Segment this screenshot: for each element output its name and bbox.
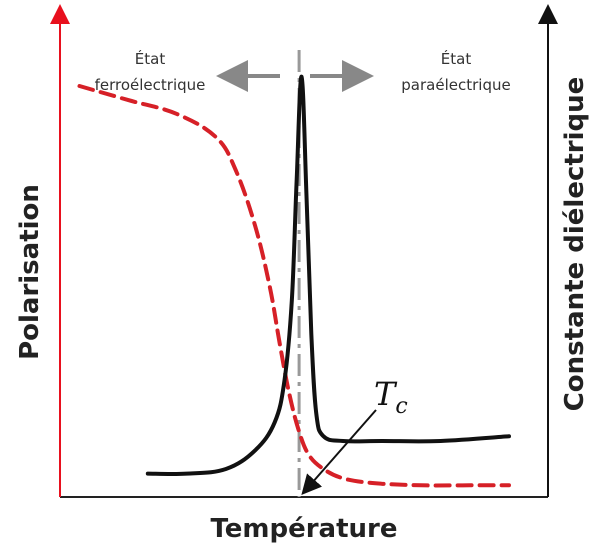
tc-label-subscript: c	[395, 394, 407, 419]
left-axis-title: Polarisation	[15, 184, 45, 360]
ferro-state-label-line1: État	[135, 49, 166, 68]
tc-label-main: T	[374, 375, 398, 413]
tc-label: Tc	[374, 375, 408, 419]
x-axis-title: Température	[210, 514, 397, 544]
tc-pointer-arrow	[301, 409, 377, 496]
dielectric-constant-curve	[145, 74, 511, 476]
para-state-label-line2: paraélectrique	[401, 76, 510, 94]
para-state-label-line1: État	[441, 49, 472, 68]
ferro-state-label-line2: ferroélectrique	[95, 76, 206, 94]
polarization-curve	[77, 84, 511, 488]
right-axis-title: Constante diélectrique	[560, 77, 590, 412]
